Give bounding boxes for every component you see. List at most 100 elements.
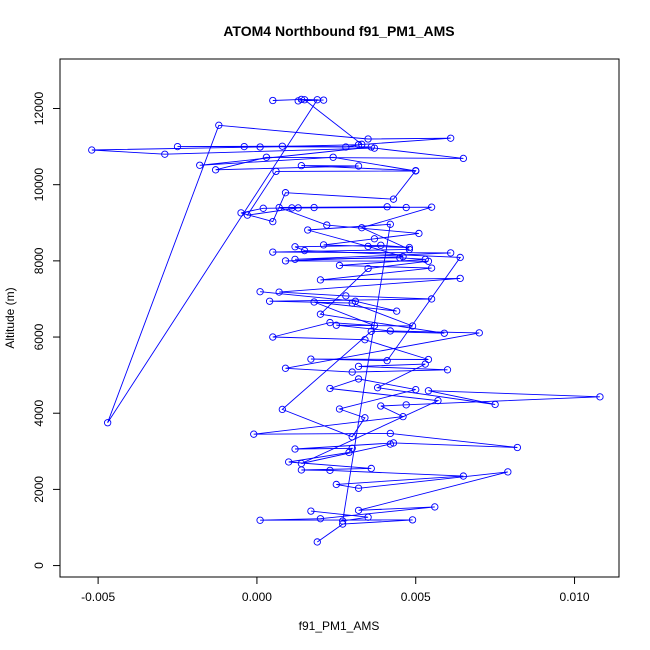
x-axis: -0.005 0.000 0.005 0.010 [81,576,590,604]
data-point [424,355,433,364]
data-point [399,412,407,421]
data-point [427,203,436,211]
data-point [386,440,394,448]
data-point [326,384,334,393]
data-point [173,142,182,151]
data-point [335,261,344,270]
y-tick-label: 0 [32,562,46,569]
data-point [256,516,264,524]
data-point [389,439,398,447]
data-point [408,322,417,330]
data-point [281,364,290,372]
data-point [491,400,499,409]
y-tick-label: 4000 [32,400,46,427]
series-line [91,98,600,543]
data-point [373,384,382,392]
data-point [259,204,267,212]
data-point [300,246,309,255]
data-point [459,154,468,163]
data-point [332,321,340,329]
data-point [310,298,318,306]
data-point [215,121,223,129]
data-point [367,327,375,335]
data-point [332,480,340,489]
series-line [281,223,445,522]
data-point [424,257,433,265]
data-point [364,264,372,273]
data-point [475,329,483,337]
data-point [386,429,394,438]
x-axis-label: f91_PM1_AMS [299,619,380,633]
data-point [408,516,417,524]
data-point [399,253,407,261]
y-tick-label: 2000 [32,476,46,503]
data-point [319,241,328,249]
data-point [278,405,286,414]
data-point [269,96,277,105]
data-point [304,226,312,234]
data-point [364,242,372,251]
data-point [269,217,277,226]
data-point [351,297,360,305]
y-tick-label: 6000 [32,323,46,350]
data-point [354,375,363,383]
data-point [412,167,420,175]
data-point [431,503,439,511]
data-point [389,195,398,203]
data-point [262,153,271,161]
data-point [291,445,299,453]
data-point [447,134,455,142]
y-axis: 0 2000 4000 6000 8000 10000 12000 [32,92,61,569]
data-point [370,235,379,243]
series-line [177,99,462,362]
data-point [513,443,522,452]
data-point [459,472,468,480]
chart-title: ATOM4 Northbound f91_PM1_AMS [223,23,454,39]
data-point [504,468,512,476]
data-point [367,464,375,473]
y-tick-label: 10000 [32,168,46,202]
data-point [447,249,455,257]
data-point [161,150,169,158]
data-point [250,430,258,438]
data-point [412,385,420,394]
data-point [294,97,302,105]
data-point [427,264,436,272]
data-point [313,538,321,546]
data-point [386,327,394,335]
data-point [456,274,464,283]
data-point [364,135,372,143]
data-point [256,288,264,296]
data-point [342,143,350,151]
data-point [269,333,277,341]
data-point [103,419,112,427]
data-point [240,142,248,151]
data-point [269,248,277,256]
y-tick-label: 8000 [32,247,46,274]
data-point [367,143,375,151]
x-tick-label: 0.000 [242,590,272,604]
data-point [348,433,356,441]
data-point [415,229,423,238]
data-point [316,310,325,318]
data-point [354,506,363,514]
data-point [377,402,385,410]
data-point [285,458,293,466]
data-point [211,166,220,174]
data-point [348,444,356,452]
data-point [281,257,290,265]
data-point [364,513,372,521]
y-axis-label: Altitude (m) [3,287,17,348]
data-point [265,297,274,305]
data-point [272,167,280,176]
data-point [596,393,604,401]
data-point [307,507,315,515]
data-point [402,401,410,409]
data-point [326,318,334,327]
data-point [434,397,442,405]
data-point [354,484,363,492]
data-point [291,255,299,263]
data-point [196,161,204,169]
data-point [297,459,306,468]
data-point [377,241,385,249]
